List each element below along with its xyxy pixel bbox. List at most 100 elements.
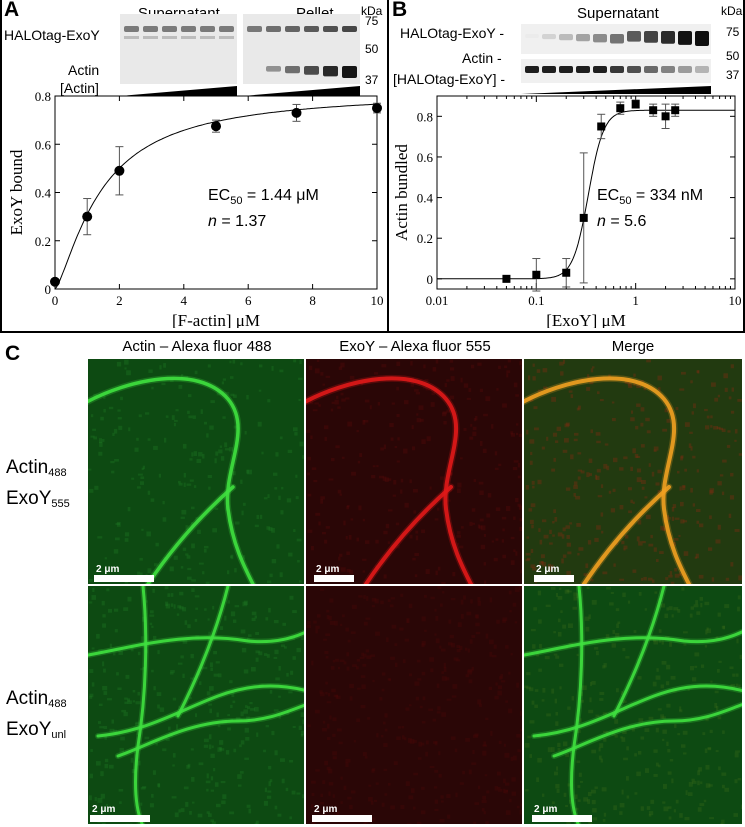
noise-speckle	[562, 449, 568, 453]
noise-speckle	[709, 488, 715, 494]
noise-speckle	[612, 629, 615, 634]
blot-band	[162, 36, 177, 39]
noise-speckle	[608, 490, 612, 494]
noise-speckle	[651, 579, 655, 583]
noise-speckle	[521, 770, 522, 775]
noise-speckle	[714, 690, 719, 694]
noise-speckle	[107, 698, 112, 701]
row-1-label-exoy: ExoY	[6, 488, 52, 509]
noise-speckle	[208, 486, 211, 490]
noise-speckle	[347, 796, 352, 800]
noise-speckle	[332, 733, 336, 737]
noise-speckle	[472, 426, 477, 431]
noise-speckle	[538, 619, 542, 624]
noise-speckle	[583, 573, 588, 577]
noise-speckle	[274, 750, 278, 756]
noise-speckle	[126, 370, 131, 376]
noise-speckle	[130, 648, 134, 652]
noise-speckle	[692, 503, 696, 507]
noise-speckle	[721, 819, 725, 824]
noise-speckle	[509, 610, 512, 613]
noise-speckle	[580, 699, 584, 703]
noise-speckle	[319, 802, 325, 805]
noise-speckle	[315, 769, 320, 772]
noise-speckle	[482, 448, 487, 454]
noise-speckle	[298, 377, 303, 380]
noise-speckle	[114, 459, 119, 462]
noise-speckle	[189, 479, 194, 482]
n-italic: n	[597, 213, 606, 230]
noise-speckle	[684, 468, 688, 472]
noise-speckle	[543, 534, 549, 539]
noise-speckle	[331, 458, 335, 462]
noise-speckle	[356, 659, 361, 662]
noise-speckle	[310, 435, 313, 440]
noise-speckle	[683, 643, 687, 646]
noise-speckle	[506, 370, 511, 374]
noise-speckle	[532, 485, 535, 489]
noise-speckle	[172, 764, 175, 767]
noise-speckle	[518, 586, 522, 590]
noise-speckle	[212, 605, 215, 610]
noise-speckle	[322, 383, 326, 386]
noise-speckle	[694, 665, 698, 668]
noise-speckle	[271, 528, 275, 533]
noise-speckle	[536, 653, 540, 657]
x-tick-label: 10	[729, 293, 742, 308]
noise-speckle	[621, 737, 626, 742]
noise-speckle	[356, 666, 359, 670]
noise-speckle	[734, 752, 739, 758]
noise-speckle	[230, 704, 233, 709]
noise-speckle	[565, 805, 568, 808]
noise-speckle	[576, 593, 580, 599]
noise-speckle	[726, 444, 731, 448]
noise-speckle	[188, 415, 193, 419]
noise-speckle	[586, 472, 590, 478]
noise-speckle	[627, 381, 631, 386]
noise-speckle	[109, 728, 115, 733]
x-tick-label: 4	[181, 293, 188, 308]
noise-speckle	[589, 697, 592, 703]
noise-speckle	[455, 659, 461, 662]
noise-speckle	[517, 462, 520, 468]
noise-speckle	[479, 525, 483, 529]
noise-speckle	[151, 793, 154, 798]
noise-speckle	[489, 597, 493, 603]
noise-speckle	[181, 509, 187, 515]
noise-speckle	[147, 568, 152, 574]
data-point	[114, 165, 125, 176]
noise-speckle	[500, 674, 504, 679]
noise-speckle	[248, 634, 252, 637]
noise-speckle	[408, 603, 413, 609]
noise-speckle	[289, 816, 292, 820]
scale-bar-line	[94, 575, 154, 582]
noise-speckle	[542, 368, 548, 373]
noise-speckle	[572, 606, 578, 610]
noise-speckle	[466, 611, 472, 616]
noise-speckle	[482, 795, 487, 800]
micrograph-background	[306, 359, 522, 584]
noise-speckle	[291, 790, 296, 795]
noise-speckle	[460, 457, 463, 460]
noise-speckle	[292, 610, 297, 614]
noise-speckle	[551, 801, 555, 805]
noise-speckle	[198, 762, 204, 766]
noise-speckle	[503, 743, 506, 747]
noise-speckle	[525, 789, 529, 792]
noise-speckle	[636, 771, 641, 777]
noise-speckle	[567, 706, 571, 710]
noise-speckle	[505, 645, 509, 649]
noise-speckle	[583, 797, 589, 802]
noise-speckle	[666, 516, 671, 520]
noise-speckle	[704, 748, 708, 754]
noise-speckle	[611, 401, 615, 404]
noise-speckle	[271, 730, 275, 736]
blot-band	[627, 66, 641, 73]
noise-speckle	[396, 414, 400, 418]
noise-speckle	[626, 746, 629, 751]
noise-speckle	[261, 451, 264, 455]
noise-speckle	[652, 681, 657, 687]
noise-speckle	[704, 408, 708, 412]
noise-speckle	[473, 418, 477, 422]
noise-speckle	[573, 493, 576, 497]
